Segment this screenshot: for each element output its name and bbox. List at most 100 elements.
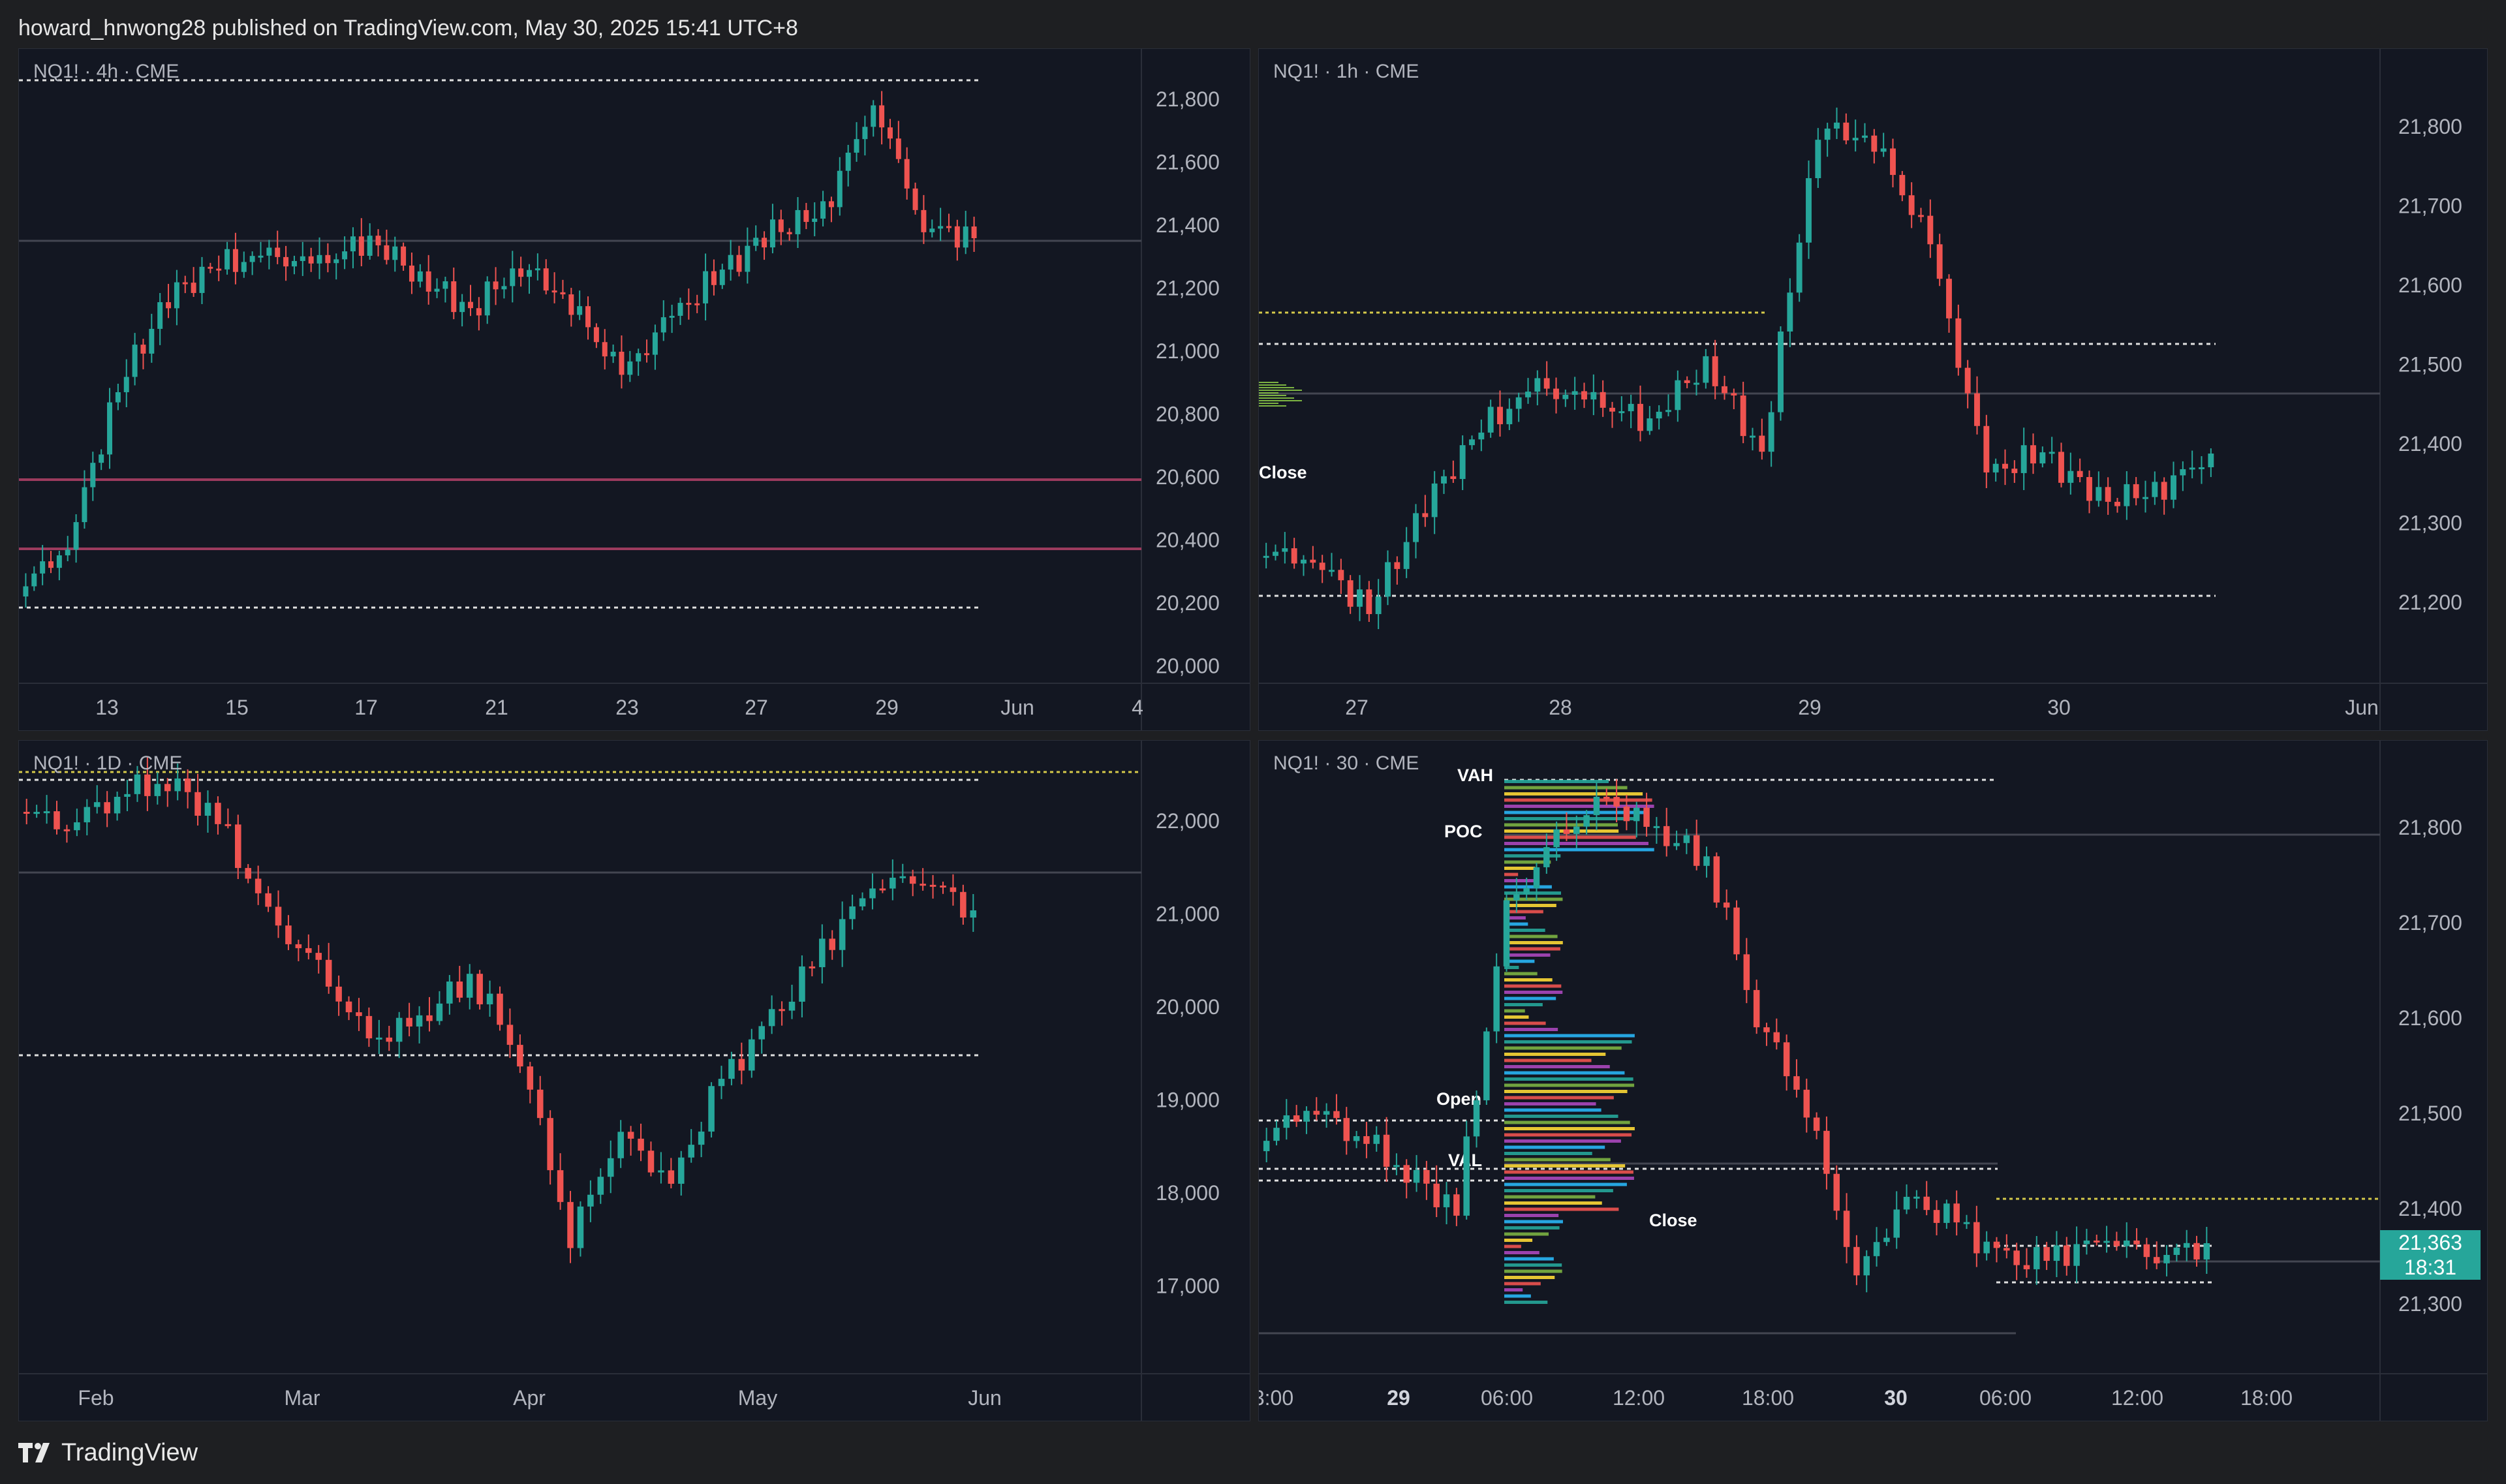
candle-30m bbox=[1883, 1237, 1890, 1243]
candle-30m bbox=[2143, 1244, 2150, 1258]
candle-1d bbox=[809, 966, 816, 968]
candle-4h bbox=[216, 268, 222, 271]
volume-profile-bar bbox=[1504, 1090, 1628, 1093]
candle-1d bbox=[406, 1017, 412, 1027]
candle-30m bbox=[1793, 1076, 1800, 1090]
volume-profile-bar bbox=[1504, 1003, 1543, 1006]
price-tick-30m: 21,700 bbox=[2398, 911, 2462, 935]
symbol-legend-30m[interactable]: NQ1! · 30 · CME bbox=[1273, 752, 1419, 774]
candle-4h bbox=[954, 226, 960, 248]
candle-1h bbox=[1534, 378, 1541, 392]
volume-profile-bar bbox=[1259, 403, 1278, 404]
candle-1h bbox=[2180, 469, 2186, 476]
candle-4h bbox=[275, 247, 281, 257]
time-tick-1h: 27 bbox=[1345, 696, 1369, 719]
volume-profile-bar bbox=[1504, 910, 1543, 914]
symbol-legend-4h[interactable]: NQ1! · 4h · CME bbox=[33, 61, 179, 82]
candle-30m bbox=[1463, 1136, 1470, 1216]
volume-profile-bar bbox=[1259, 384, 1286, 386]
volume-profile-bar bbox=[1259, 400, 1302, 401]
candle-1d bbox=[245, 868, 251, 879]
candle-30m bbox=[1623, 806, 1630, 822]
candle-4h bbox=[40, 561, 46, 574]
volume-profile-bar bbox=[1504, 1059, 1592, 1062]
symbol-legend-1d[interactable]: NQ1! · 1D · CME bbox=[33, 752, 183, 774]
volume-profile-bar bbox=[1504, 941, 1563, 944]
candle-1d bbox=[768, 1009, 775, 1027]
chart-panel-1h[interactable]: Close 21,800 21,700 21,600 21,500 21,400 21,30… bbox=[1258, 48, 2488, 731]
candle-1d bbox=[849, 906, 856, 920]
candle-1d bbox=[738, 1059, 745, 1071]
volume-profile-bar bbox=[1504, 817, 1635, 820]
candle-4h bbox=[283, 256, 289, 267]
candle-4h bbox=[191, 283, 196, 293]
candle-4h bbox=[686, 303, 692, 305]
candle-30m bbox=[1963, 1222, 1970, 1224]
chart-canvas-4h[interactable]: 21,800 21,600 21,400 21,200 21,000 20,800 20,6… bbox=[19, 49, 1250, 731]
chart-panel-1d[interactable]: 22,000 21,000 20,000 19,000 18,000 17,000 Feb M… bbox=[18, 740, 1250, 1421]
time-tick-1d: May bbox=[738, 1386, 777, 1410]
candle-1d bbox=[174, 778, 181, 792]
candle-30m bbox=[1833, 1173, 1840, 1211]
candle-4h bbox=[745, 245, 750, 272]
chart-canvas-30m[interactable]: VAHPOCOpenVALClose21,80021,70021,60021,5… bbox=[1259, 741, 2488, 1421]
candle-30m bbox=[1843, 1211, 1850, 1247]
candle-1h bbox=[1403, 542, 1410, 569]
candle-1d bbox=[486, 993, 493, 1004]
candle-4h bbox=[409, 265, 414, 282]
candle-30m bbox=[1383, 1134, 1390, 1167]
candle-4h bbox=[518, 268, 524, 277]
candle-1h bbox=[1618, 411, 1625, 414]
candle-4h bbox=[132, 345, 138, 377]
chart-background bbox=[19, 49, 1250, 730]
volume-profile-bar bbox=[1504, 1269, 1562, 1273]
candle-1d bbox=[638, 1138, 644, 1151]
volume-profile-bar bbox=[1504, 854, 1561, 858]
candle-4h bbox=[266, 247, 272, 256]
candle-1h bbox=[1834, 122, 1840, 129]
time-tick-4h: 29 bbox=[875, 696, 899, 719]
footer-brand[interactable]: TradingView bbox=[17, 1434, 198, 1471]
candle-1d bbox=[677, 1157, 685, 1184]
candle-30m bbox=[1863, 1256, 1870, 1276]
price-tick-4h: 20,000 bbox=[1156, 655, 1220, 678]
volume-profile-bar bbox=[1504, 1220, 1563, 1224]
chart-canvas-1d[interactable]: 22,000 21,000 20,000 19,000 18,000 17,000 Feb M… bbox=[19, 741, 1250, 1421]
candle-1h bbox=[1600, 392, 1606, 408]
candle-4h bbox=[719, 270, 725, 285]
chart-background bbox=[1259, 49, 2487, 730]
candle-4h bbox=[174, 282, 179, 309]
chart-panel-4h[interactable]: 21,800 21,600 21,400 21,200 21,000 20,800 20,6… bbox=[18, 48, 1250, 731]
candle-4h bbox=[527, 270, 532, 277]
volume-profile-bar bbox=[1504, 1028, 1558, 1031]
candle-30m bbox=[1473, 1100, 1480, 1137]
candle-1d bbox=[617, 1132, 624, 1158]
chart-panel-30m[interactable]: VAHPOCOpenVALClose21,80021,70021,60021,5… bbox=[1258, 740, 2488, 1421]
candle-1h bbox=[1787, 292, 1793, 332]
candle-1d bbox=[708, 1086, 715, 1132]
time-tick-30m: 29 bbox=[1387, 1386, 1410, 1410]
symbol-legend-1h[interactable]: NQ1! · 1h · CME bbox=[1273, 61, 1419, 82]
chart-canvas-1h[interactable]: Close 21,800 21,700 21,600 21,500 21,400 21,30… bbox=[1259, 49, 2488, 731]
candle-1h bbox=[1637, 403, 1643, 431]
price-tick-4h: 21,000 bbox=[1156, 339, 1220, 363]
candle-1d bbox=[416, 1015, 423, 1027]
candle-30m bbox=[1543, 847, 1550, 867]
candle-30m bbox=[1923, 1196, 1930, 1211]
volume-profile-bar bbox=[1504, 798, 1652, 802]
time-tick-30m: 18:00 bbox=[2240, 1386, 2293, 1410]
candle-30m bbox=[1263, 1141, 1270, 1151]
candle-1h bbox=[1478, 432, 1485, 440]
candle-4h bbox=[871, 105, 876, 127]
candle-1h bbox=[1927, 215, 1934, 245]
candle-4h bbox=[543, 268, 549, 291]
candle-30m bbox=[1533, 867, 1540, 888]
candle-1d bbox=[728, 1059, 735, 1079]
candle-30m bbox=[2034, 1246, 2040, 1269]
candle-1d bbox=[84, 807, 91, 823]
volume-profile-bar bbox=[1504, 860, 1551, 864]
candle-1h bbox=[1459, 445, 1466, 479]
candle-1h bbox=[1366, 589, 1372, 614]
candle-1h bbox=[1291, 548, 1297, 564]
candle-1h bbox=[2171, 475, 2176, 500]
